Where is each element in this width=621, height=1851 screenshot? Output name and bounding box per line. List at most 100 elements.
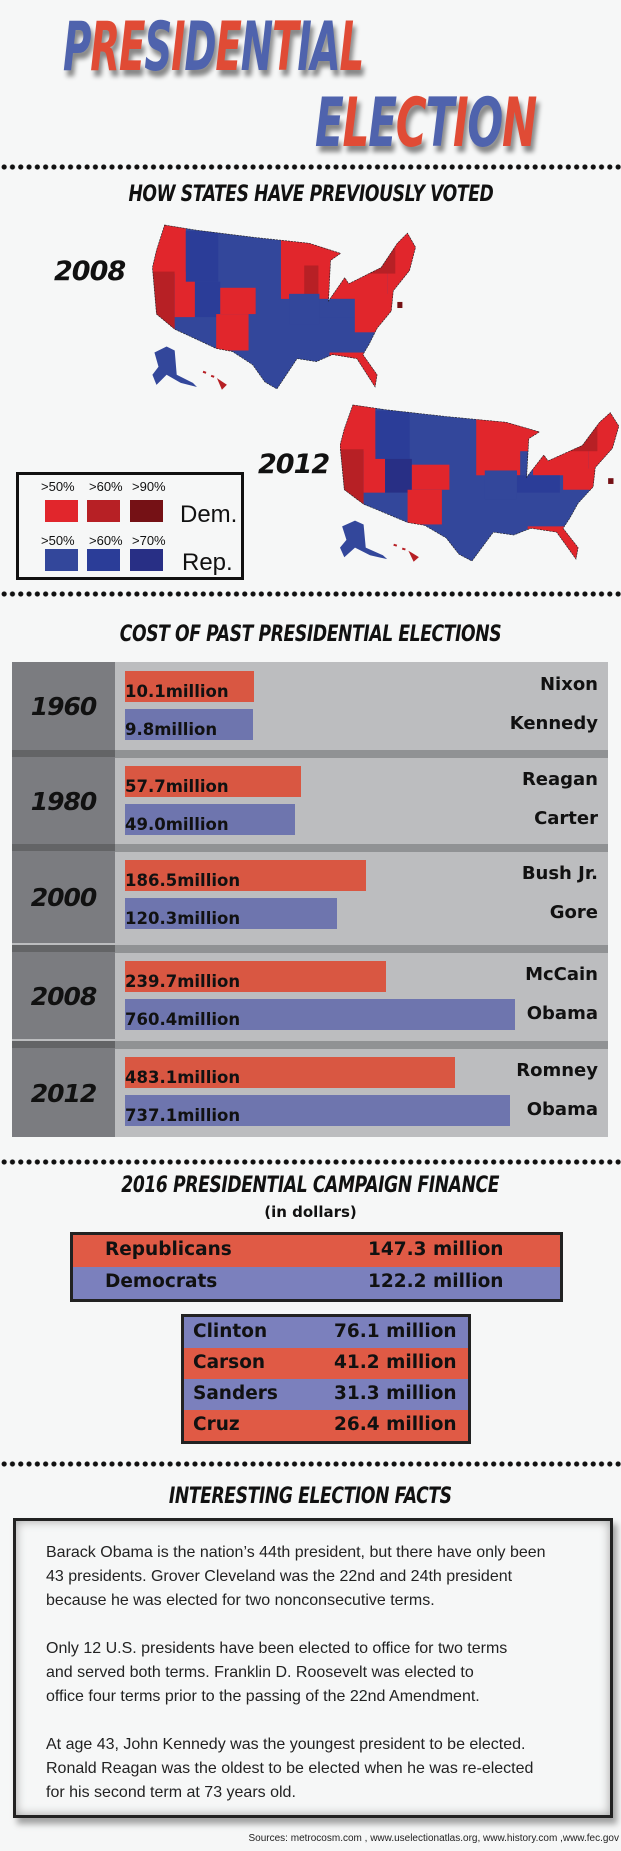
map-region-kentucky — [516, 475, 560, 493]
finance-amount: 122.2 million — [368, 1271, 504, 1292]
map-region-new-york — [559, 422, 598, 452]
row-separator — [12, 1041, 608, 1049]
finance-name: Cruz — [193, 1414, 240, 1435]
map-outline — [340, 404, 620, 562]
title-letter: I — [171, 8, 185, 87]
map-region-colorado — [411, 464, 450, 490]
bar-rep: 483.1million — [125, 1057, 456, 1088]
finance-heading-text: 2016 PRESIDENTIAL CAMPAIGN FINANCE — [121, 1173, 500, 1198]
finance-subheading: (in dollars) — [264, 1203, 357, 1221]
finance-row: Cruz 26.4 million — [184, 1410, 468, 1441]
title-letter: I — [452, 84, 469, 163]
year-column — [12, 851, 115, 943]
us-map-2012 — [340, 404, 620, 562]
bar-dem: 49.0million — [125, 804, 295, 835]
map-region-nevada — [174, 271, 195, 318]
map-legend: >50% >60% >90% Dem. >50% >60% >70% Rep. — [16, 472, 244, 580]
map-region-utah — [385, 458, 412, 493]
candidate-name: Kennedy — [509, 713, 598, 734]
sources-text: Sources: metrocosm.com , www.uselectiona… — [248, 1833, 620, 1844]
title-letter: T — [272, 8, 298, 87]
map-region-virginia-nc — [354, 293, 396, 333]
cost-bar-chart: 1960 10.1million Nixon 9.8million Kennedy 198… — [12, 662, 608, 1137]
candidate-name: Gore — [549, 902, 598, 923]
bar-dem: 737.1million — [125, 1095, 511, 1126]
row-separator-year — [12, 1041, 115, 1049]
row-separator-year — [12, 844, 115, 852]
map-region-california — [152, 271, 175, 343]
fact-text-line: Barack Obama is the nation’s 44th presid… — [46, 1544, 546, 1561]
election-row-1960: 1960 10.1million Nixon 9.8million Kennedy — [12, 662, 608, 750]
bar-rep: 57.7million — [125, 766, 302, 797]
alaska-shape — [152, 346, 197, 387]
cost-heading-text: COST OF PAST PRESIDENTIAL ELECTIONS — [119, 622, 502, 647]
title-letter: L — [342, 84, 370, 163]
year-label-2008: 2008 — [54, 256, 126, 287]
alaska-shape — [340, 520, 388, 560]
dc-marker — [397, 301, 403, 309]
finance-row: Democrats 122.2 million — [73, 1267, 560, 1299]
title-letter: S — [144, 8, 172, 87]
finance-name: Clinton — [193, 1321, 268, 1342]
row-separator — [12, 945, 608, 953]
legend-rep-threshold: >50% — [41, 533, 75, 548]
hawaii-shape — [393, 543, 419, 562]
title-presidential: PRESIDENTIAL — [63, 14, 364, 82]
election-row-2008: 2008 239.7million McCain 760.4million Obama — [12, 952, 608, 1039]
election-year: 2012 — [30, 1078, 98, 1108]
legend-swatch-rep-60 — [87, 549, 120, 571]
map-region-colorado — [220, 287, 256, 315]
row-separator — [12, 750, 608, 758]
bar-value-label: 483.1million — [125, 1068, 241, 1087]
candidate-name: McCain — [525, 964, 598, 985]
dotted-divider — [0, 1460, 621, 1468]
election-year: 2000 — [30, 883, 98, 912]
legend-rep-label: Rep. — [182, 549, 233, 576]
row-separator-year — [12, 945, 115, 953]
map-region-nevada — [363, 449, 386, 493]
map-region-illinois — [304, 265, 319, 296]
map-region-virginia — [563, 468, 598, 490]
election-year: 1980 — [30, 787, 98, 816]
finance-amount: 147.3 million — [368, 1239, 504, 1260]
finance-name: Carson — [193, 1352, 266, 1373]
bar-dem: 760.4million — [125, 999, 515, 1030]
map-region-midwest — [476, 417, 589, 476]
map-region-missouri — [289, 293, 320, 325]
title-letter: R — [90, 8, 120, 87]
finance-row: Republicans 147.3 million — [73, 1235, 560, 1267]
election-year: 2008 — [30, 981, 98, 1011]
map-region-idaho-wyoming — [375, 410, 410, 459]
bar-value-label: 760.4million — [125, 1010, 241, 1029]
title-letter: C — [395, 84, 427, 163]
finance-row: Clinton 76.1 million — [184, 1317, 468, 1348]
bar-value-label: 49.0million — [125, 815, 229, 834]
maps-heading-text: HOW STATES HAVE PREVIOUSLY VOTED — [128, 182, 493, 207]
finance-amount: 31.3 million — [334, 1383, 457, 1404]
facts-heading-text: INTERESTING ELECTION FACTS — [169, 1484, 452, 1509]
legend-dem-threshold: >60% — [89, 479, 123, 494]
title-letter: N — [502, 84, 537, 163]
fact-text-line: Only 12 U.S. presidents have been electe… — [46, 1640, 508, 1657]
facts-heading: INTERESTING ELECTION FACTS — [0, 1486, 621, 1508]
fact-text-line: office four terms prior to the passing o… — [46, 1688, 480, 1705]
finance-name: Republicans — [105, 1239, 232, 1260]
fact-text-line: for his second term at 73 years old. — [46, 1784, 296, 1801]
title-letter: N — [240, 8, 273, 87]
title-letter: D — [184, 8, 216, 87]
fact-text-line: At age 43, John Kennedy was the youngest… — [46, 1736, 526, 1753]
row-separator — [12, 844, 608, 852]
legend-dem-label: Dem. — [180, 501, 238, 528]
title-letter: E — [315, 84, 344, 163]
map-region-kentucky — [319, 298, 360, 318]
title-letter: L — [339, 8, 365, 87]
legend-dem-threshold: >50% — [41, 479, 75, 494]
bar-value-label: 120.3million — [125, 909, 241, 928]
legend-swatch-dem-90 — [130, 500, 163, 522]
title-letter: O — [467, 84, 503, 163]
fact-text-line: because he was elected for two nonconsec… — [46, 1592, 435, 1609]
bar-value-label: 737.1million — [125, 1106, 241, 1125]
facts-box: Barack Obama is the nation’s 44th presid… — [13, 1518, 613, 1818]
legend-swatch-rep-50 — [45, 549, 78, 571]
election-row-1980: 1980 57.7million Reagan 49.0million Carter — [12, 757, 608, 845]
